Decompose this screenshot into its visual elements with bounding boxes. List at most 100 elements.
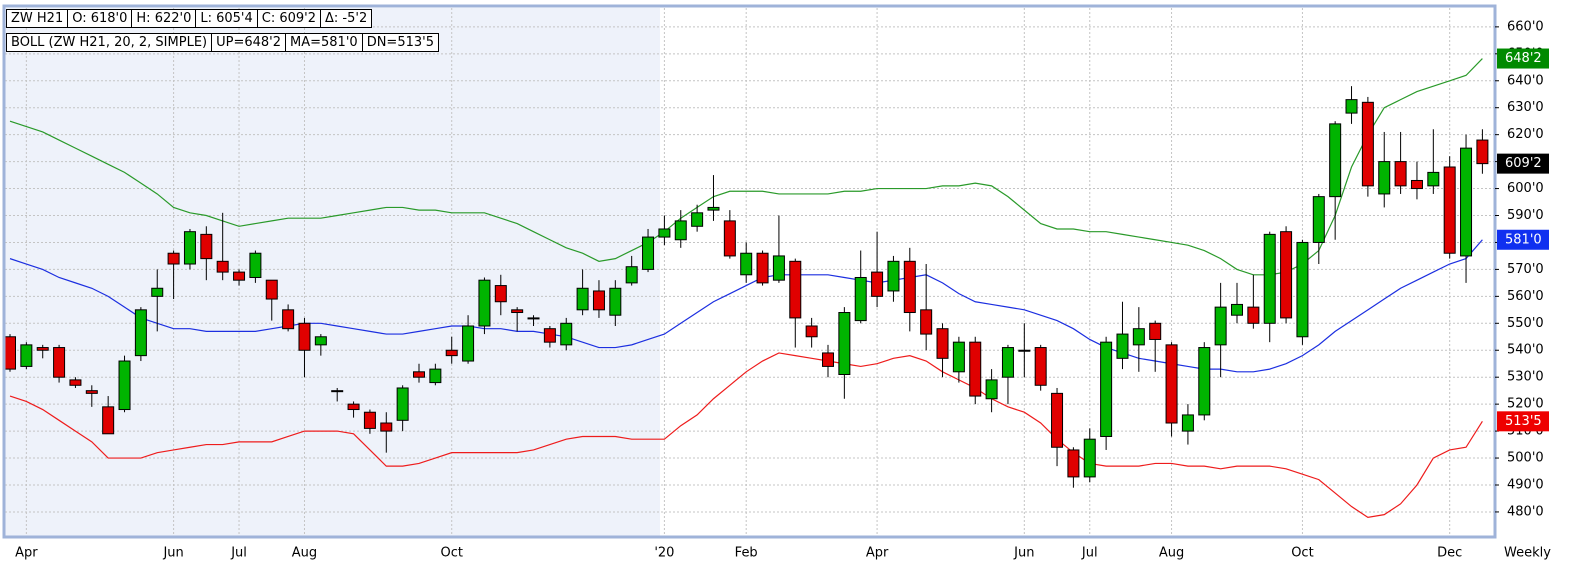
candle-body (1280, 231, 1293, 319)
candle-body (1460, 147, 1473, 257)
candle-body (1116, 333, 1129, 359)
candle-body (413, 371, 425, 378)
candle-body (822, 352, 834, 367)
candle-body (151, 287, 164, 297)
y-tick-label: 560'0 (1507, 289, 1544, 304)
indicator-row: BOLL (ZW H21, 20, 2, SIMPLE) UP=648'2 MA=5… (6, 33, 439, 52)
candle-body (723, 220, 736, 257)
grid (5, 8, 1495, 537)
candle-body (969, 341, 982, 397)
candle-body (1100, 341, 1113, 437)
candle-body (838, 312, 851, 376)
candle-body (102, 406, 115, 435)
candle-body (1427, 171, 1440, 187)
candle-body (396, 387, 409, 421)
candle-body (1443, 166, 1456, 254)
y-tick-label: 540'0 (1507, 343, 1544, 358)
candle-body (527, 317, 540, 320)
y-tick-label: 660'0 (1507, 19, 1544, 34)
y-tick-label: 480'0 (1507, 504, 1544, 519)
candle-body (560, 322, 573, 346)
candle-body (789, 260, 802, 319)
x-tick-label: Jul (230, 546, 247, 561)
candle-body (854, 276, 867, 322)
price-badge (1497, 411, 1549, 432)
candle-body (429, 368, 442, 384)
price-badge (1497, 48, 1549, 69)
x-tick-label: Jul (1081, 546, 1098, 561)
plot-frame (2, 4, 1497, 539)
candle-body (347, 403, 360, 411)
candle-body (53, 347, 66, 378)
header-item: L: 605'4 (195, 9, 258, 28)
candle-body (1034, 347, 1047, 386)
candle-body (478, 279, 491, 327)
candle-body (1247, 306, 1260, 324)
x-tick-label: Jun (1013, 546, 1034, 561)
candle-body (887, 260, 900, 292)
candle-body (756, 252, 769, 284)
candle-body (1410, 179, 1423, 190)
band-line (9, 352, 1483, 518)
candle-body (592, 290, 605, 311)
candle-body (36, 347, 49, 351)
candle-body (691, 212, 704, 227)
candle-body (625, 266, 638, 284)
header-item: O: 618'0 (67, 9, 133, 28)
candle-body (20, 344, 33, 367)
y-tick-label: 600'0 (1507, 181, 1544, 196)
candle-body (511, 309, 524, 314)
candle-body (1345, 99, 1358, 114)
candle-body (298, 322, 311, 351)
y-tick-label: 590'0 (1507, 208, 1544, 223)
candle-body (936, 328, 949, 359)
candle-body (1214, 306, 1227, 346)
candle-body (331, 390, 344, 393)
y-tick-label: 620'0 (1507, 127, 1544, 142)
candle-body (1378, 161, 1391, 195)
candle-body (1198, 347, 1211, 416)
candle-body (1231, 303, 1243, 316)
price-badge-label: 609'2 (1505, 156, 1542, 171)
candle-body (462, 325, 475, 362)
candle-body (920, 309, 933, 335)
header-item: ZW H21 (6, 9, 69, 28)
price-badge-label: 648'2 (1505, 51, 1542, 66)
price-badge (1497, 229, 1549, 250)
y-tick-label: 640'0 (1507, 73, 1544, 88)
candle-body (1149, 322, 1162, 340)
candle-body (642, 236, 655, 270)
y-tick-label: 630'0 (1507, 100, 1544, 115)
candle-body (1132, 328, 1145, 346)
period-label: Weekly (1504, 546, 1551, 561)
candle-body (380, 422, 393, 432)
candle-body (1051, 392, 1064, 448)
candle-body (658, 228, 671, 238)
indicator-item: MA=581'0 (285, 33, 363, 52)
marks (4, 58, 1489, 518)
candle-body (118, 360, 131, 411)
y-tick-label: 520'0 (1507, 397, 1544, 412)
indicator-item: BOLL (ZW H21, 20, 2, SIMPLE) (6, 33, 213, 52)
price-badge-label: 513'5 (1505, 414, 1542, 429)
candle-body (183, 231, 196, 265)
candle-body (1083, 438, 1096, 478)
band-line (9, 58, 1483, 276)
x-tick-label: Dec (1437, 546, 1462, 561)
price-badge-label: 581'0 (1505, 232, 1542, 247)
header-item: H: 622'0 (131, 9, 197, 28)
x-tick-label: Apr (866, 546, 889, 561)
candle-body (134, 309, 147, 357)
y-tick-label: 570'0 (1507, 262, 1544, 277)
x-tick-label: Oct (1291, 546, 1313, 561)
header-row: ZW H21 O: 618'0 H: 622'0 L: 605'4 C: 609'2 Δ:… (6, 9, 373, 28)
candle-body (707, 206, 720, 211)
candle-body (952, 341, 965, 373)
candle-body (1329, 123, 1342, 198)
x-tick-label: Jun (162, 546, 183, 561)
candle-body (805, 325, 818, 338)
candle-body (233, 271, 246, 281)
axis: 480'0490'0500'0510'0520'0530'0540'0550'0… (15, 19, 1549, 561)
